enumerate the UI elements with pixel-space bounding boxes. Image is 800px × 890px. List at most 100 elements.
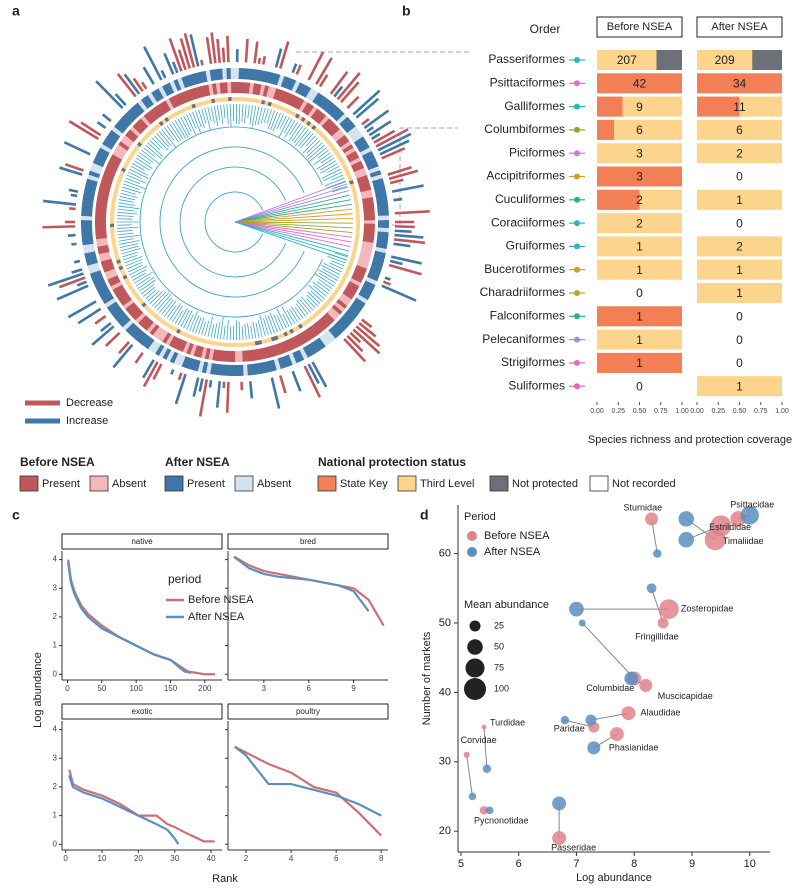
ring-before (168, 96, 178, 109)
family-label: Turdidae (490, 717, 525, 727)
ring-after (104, 136, 117, 147)
tree-bar (58, 276, 86, 289)
ring-after (116, 119, 129, 131)
family-label: Paridae (554, 723, 585, 733)
tree-bar (142, 361, 159, 388)
ring-status (182, 107, 187, 113)
tree-bar (179, 38, 191, 69)
ring-status (329, 294, 336, 300)
count-label: 0 (736, 356, 743, 370)
ring-after (111, 126, 124, 137)
cell-not-recorded (697, 352, 782, 373)
ring-after (81, 231, 93, 237)
tree-branch (117, 211, 138, 215)
tree-bar (391, 184, 424, 193)
tree-branch (267, 315, 275, 334)
ring-after (134, 102, 146, 114)
ring-before (259, 347, 266, 360)
tree-bar (170, 369, 175, 375)
tree-branch (213, 323, 218, 339)
ring-status (346, 173, 352, 179)
ring-after (162, 84, 172, 97)
state-key-bar (597, 306, 682, 327)
panel-label: d (420, 507, 429, 523)
ring-before (360, 189, 373, 196)
ring-after (81, 202, 94, 209)
state-key-bar (597, 166, 682, 187)
order-label: Coraciiformes (491, 215, 565, 229)
ring-after (349, 304, 361, 315)
ring-after (374, 186, 386, 194)
ring-before (223, 82, 229, 94)
ring-after (84, 250, 96, 258)
tree-branch (321, 268, 340, 279)
point (621, 706, 636, 721)
legend-title: Period (464, 511, 496, 523)
ring-after (327, 105, 339, 117)
ring-status (172, 111, 178, 117)
ring-status (130, 288, 137, 295)
tree-branch (289, 309, 299, 323)
ring-before (95, 230, 107, 236)
tree-bar (379, 139, 410, 156)
tree-branch (120, 192, 138, 198)
x-tick-label: 0.00 (690, 408, 704, 415)
ring-after (330, 107, 342, 120)
family-label: Timaliidae (723, 536, 764, 546)
ring-status (327, 297, 334, 303)
ring-status (264, 100, 269, 106)
ring-before (96, 241, 109, 247)
panel-title: Before NSEA (607, 21, 673, 33)
tree-bar (393, 242, 411, 248)
tree-bar (244, 38, 249, 63)
ring-before (344, 287, 356, 297)
count-label: 1 (736, 286, 743, 300)
count-label: 6 (636, 123, 643, 137)
ring-status (207, 340, 213, 345)
tree-branch (324, 177, 345, 187)
tree-branch (320, 160, 337, 171)
tree-branch (300, 296, 314, 311)
tree-branch (279, 115, 287, 130)
ring-before (189, 344, 198, 356)
tree-branch (130, 269, 147, 279)
order-dot (574, 336, 580, 343)
ring-before (336, 135, 348, 145)
legend-label: Decrease (66, 397, 113, 409)
tree-bar (291, 63, 298, 74)
tree-branch (143, 147, 155, 157)
ring-before (162, 100, 172, 112)
order-dot (574, 150, 580, 157)
ring-before (329, 126, 340, 137)
ring-status (115, 256, 120, 261)
ring-status (297, 323, 303, 329)
family-label: Zosteropidae (681, 603, 734, 613)
ring-after (81, 227, 93, 233)
ring-after (100, 290, 112, 301)
tree-bar (346, 334, 364, 353)
size-swatch (465, 658, 485, 678)
ring-status (257, 99, 263, 104)
tree-branch (171, 121, 184, 139)
ring-status (127, 283, 133, 289)
ring-before (329, 307, 340, 318)
ring-status (354, 199, 359, 204)
tree-branch (312, 285, 327, 297)
ring-status (351, 189, 357, 195)
count-label: 2 (736, 240, 743, 254)
count-label: 2 (636, 193, 643, 207)
count-label: 209 (715, 53, 735, 67)
ring-after (302, 86, 312, 98)
family-label: Psittacidae (730, 499, 774, 509)
ring-before (118, 141, 130, 151)
ring-after (298, 84, 308, 97)
ring-status (150, 311, 157, 317)
ring-before (361, 197, 374, 203)
ring-before (127, 304, 139, 315)
ring-before (276, 89, 284, 102)
order-dot (574, 290, 580, 296)
ring-before (282, 340, 291, 352)
legend-label: Absent (257, 478, 291, 490)
ring-before (262, 347, 270, 359)
ring-after (82, 198, 94, 205)
